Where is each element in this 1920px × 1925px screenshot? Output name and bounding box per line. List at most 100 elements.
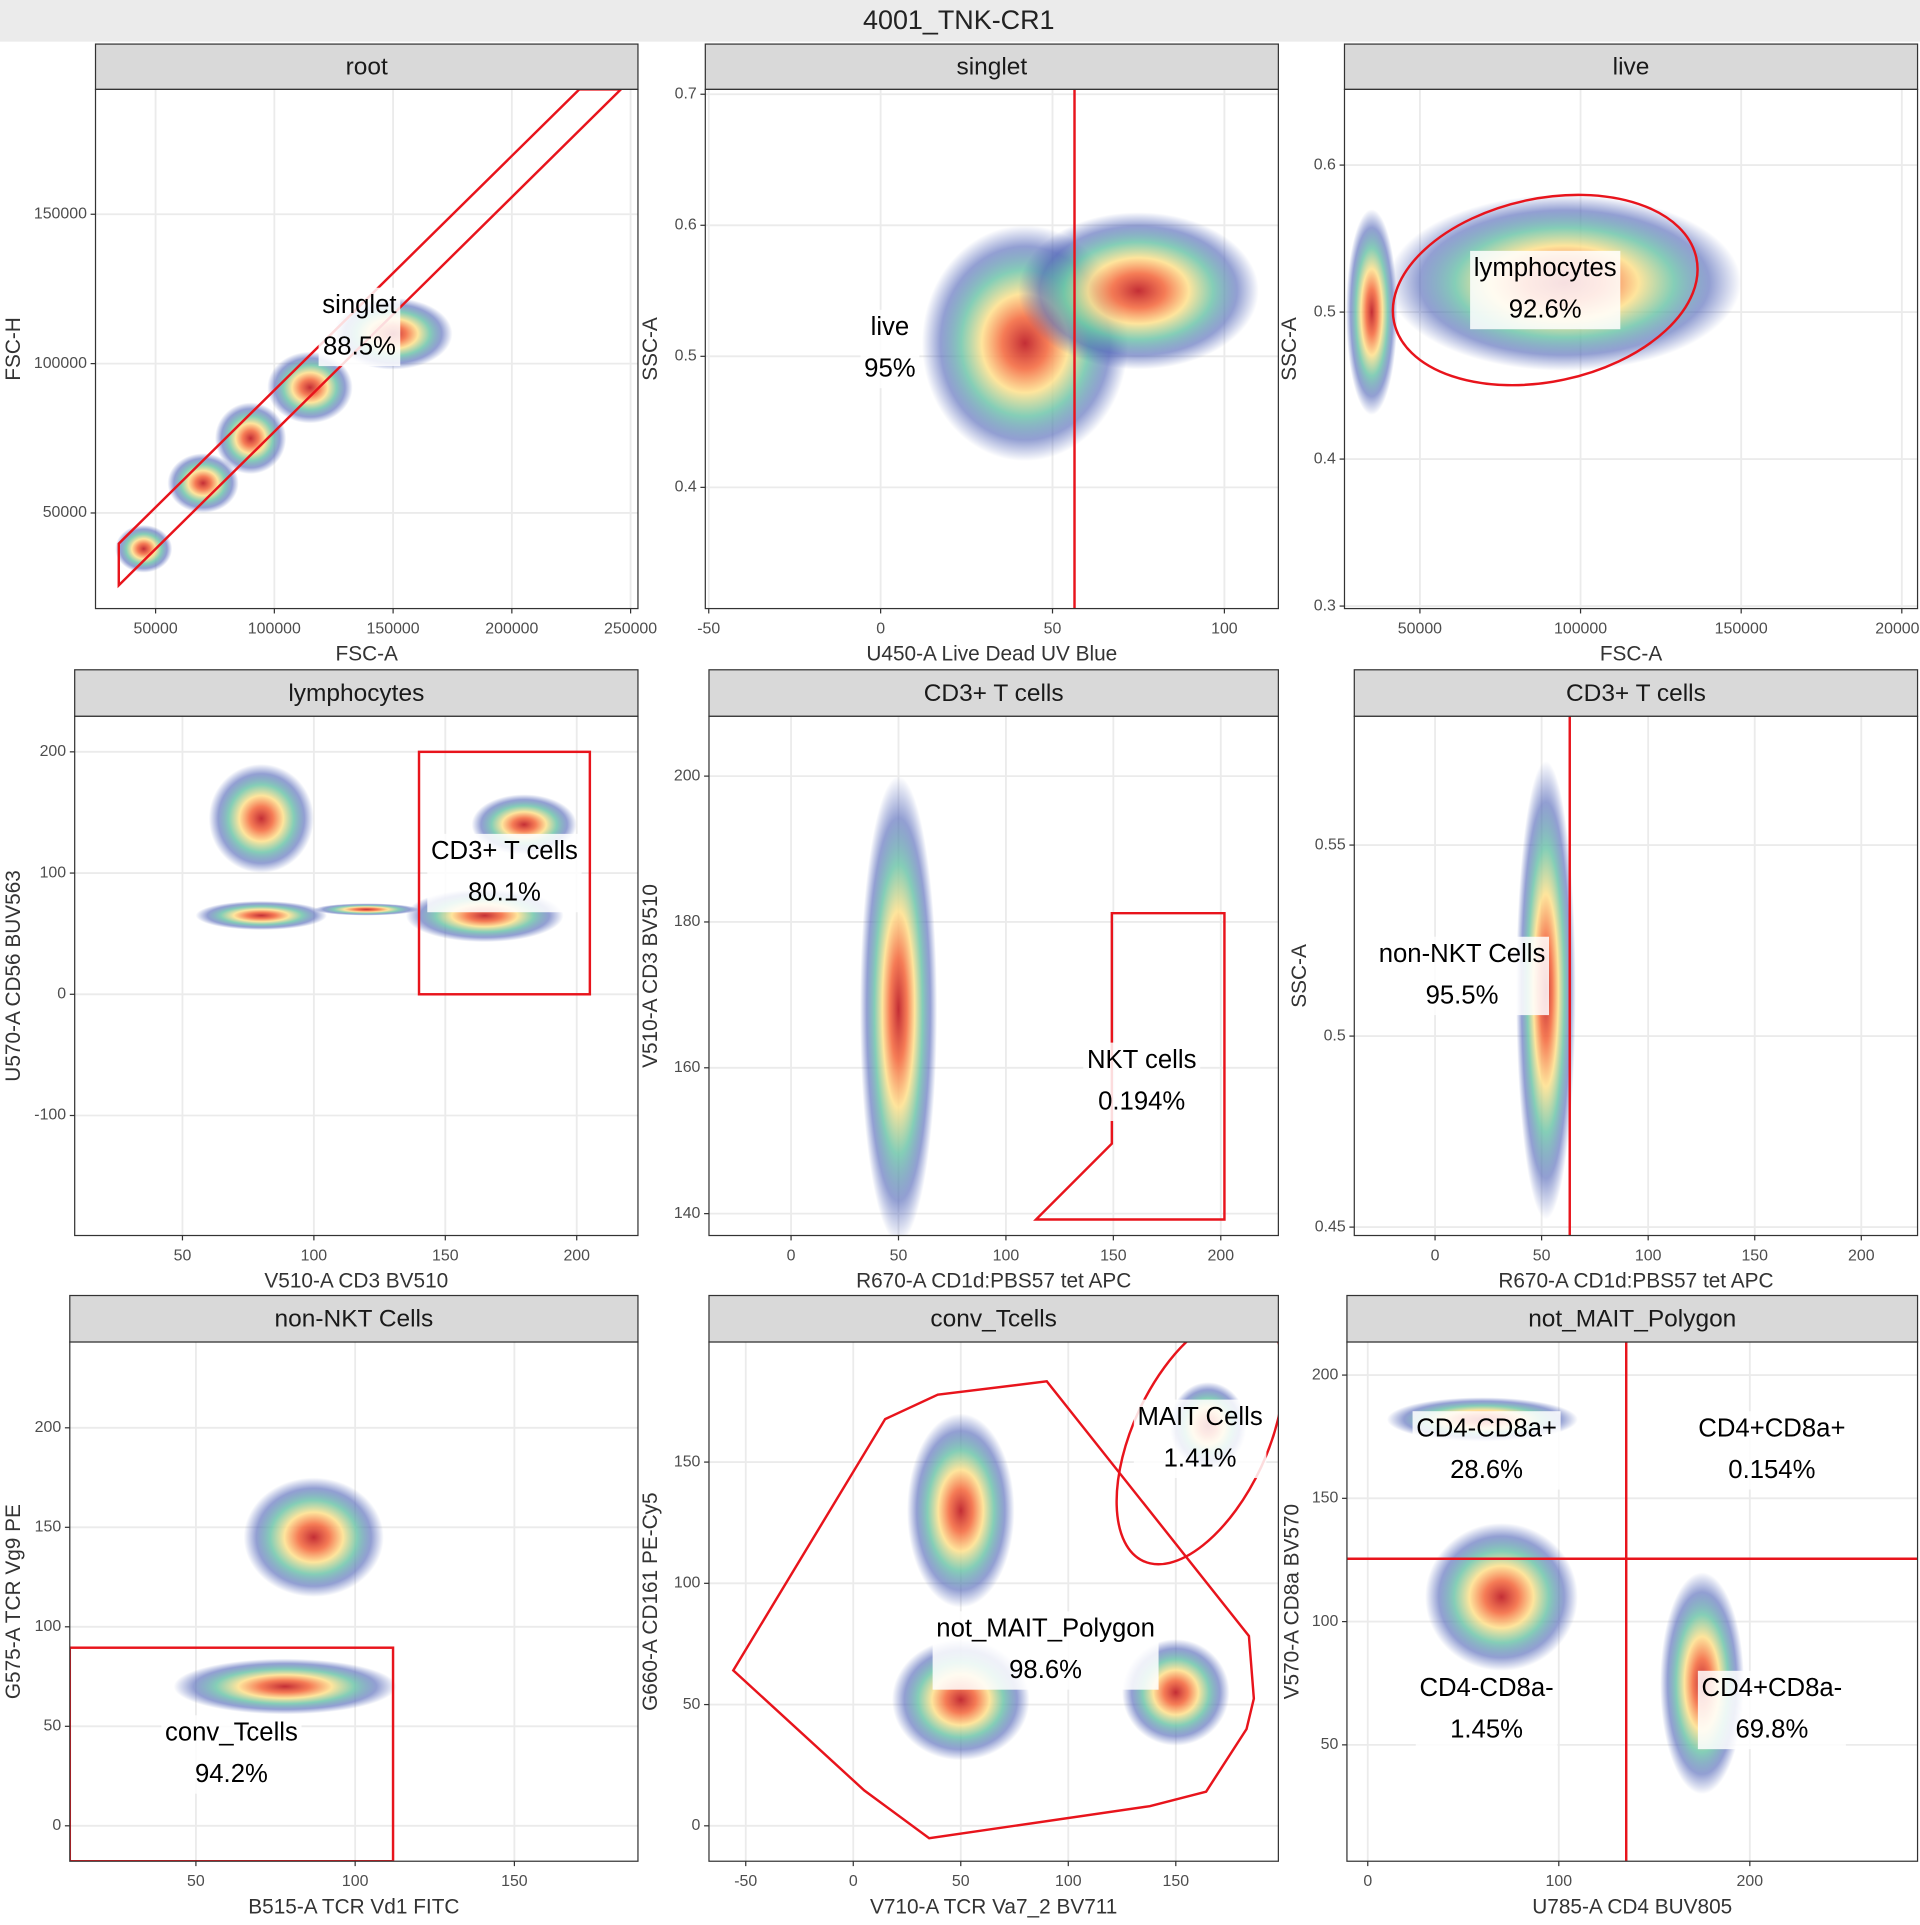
y-tick-label: 0.5 — [1324, 1027, 1346, 1044]
x-tick-label: 50 — [890, 1248, 908, 1265]
gate-name: CD4-CD8a+ — [1416, 1414, 1557, 1442]
gate-name: conv_Tcells — [165, 1718, 298, 1746]
gate-percent: 0.194% — [1098, 1087, 1185, 1115]
y-tick-label: 100 — [674, 1575, 701, 1592]
gate-name: non-NKT Cells — [1379, 940, 1546, 968]
y-tick-label: 0.45 — [1315, 1218, 1346, 1235]
plot-border — [708, 715, 1279, 1237]
panel-title: non-NKT Cells — [275, 1305, 434, 1332]
gate-name: CD4+CD8a- — [1702, 1674, 1843, 1702]
gate-percent: 92.6% — [1509, 296, 1582, 324]
density-cloud — [313, 903, 420, 916]
gate-label-box — [1375, 936, 1550, 1016]
y-tick-label: 50 — [1321, 1736, 1339, 1753]
y-axis-title: V570-A CD8a BV570 — [1281, 1504, 1304, 1699]
x-tick-label: 150 — [1741, 1248, 1768, 1265]
panel-title: CD3+ T cells — [1566, 680, 1706, 707]
x-tick-label: -50 — [734, 1873, 757, 1890]
gate-name: CD4-CD8a- — [1419, 1674, 1553, 1702]
plot-area — [74, 716, 638, 1236]
y-tick-label: 0.4 — [675, 479, 697, 496]
gate-name: NKT cells — [1087, 1046, 1197, 1074]
density-cloud — [859, 776, 938, 1236]
gate-percent: 80.1% — [468, 879, 541, 907]
strip — [704, 43, 1279, 90]
x-tick-label: 150 — [432, 1248, 459, 1265]
panel-title: CD3+ T cells — [924, 680, 1064, 707]
gate-percent: 0.154% — [1728, 1456, 1815, 1484]
gate-label-box — [860, 309, 920, 389]
gate-rect — [69, 1646, 395, 1862]
y-axis-title: FSC-H — [2, 317, 25, 381]
y-axis-title: SSC-A — [639, 317, 662, 381]
panel-title: singlet — [956, 53, 1027, 80]
x-axis-title: R670-A CD1d:PBS57 tet APC — [1498, 1270, 1773, 1293]
x-tick-label: 50000 — [1398, 621, 1442, 638]
gate-label-box — [932, 1611, 1159, 1690]
strip — [708, 1294, 1279, 1343]
x-axis-title: U450-A Live Dead UV Blue — [866, 643, 1117, 666]
y-axis-title: SSC-A — [1278, 317, 1301, 381]
x-tick-label: 150000 — [1715, 621, 1768, 638]
y-tick-label: 0.7 — [675, 85, 697, 102]
density-cloud — [214, 402, 287, 475]
y-tick-label: 140 — [674, 1205, 701, 1222]
y-tick-label: 0.4 — [1314, 450, 1336, 467]
y-tick-label: 100 — [35, 1618, 62, 1635]
x-tick-label: 100 — [993, 1248, 1020, 1265]
plot-content — [921, 89, 1259, 609]
y-tick-label: 150 — [674, 1453, 701, 1470]
x-tick-label: 100 — [1635, 1248, 1662, 1265]
y-axis-title: G575-A TCR Vg9 PE — [2, 1504, 25, 1699]
title-bar — [0, 0, 1920, 42]
y-axis-title: U570-A CD56 BUV563 — [2, 870, 25, 1082]
x-axis-title: V510-A CD3 BV510 — [264, 1270, 448, 1293]
y-tick-label: 180 — [674, 913, 701, 930]
panel-title: lymphocytes — [288, 680, 424, 707]
plot-border — [1343, 88, 1919, 610]
gate-ellipse — [1391, 193, 1699, 387]
gate-name: CD3+ T cells — [431, 837, 578, 865]
x-tick-label: 200 — [1737, 1873, 1764, 1890]
y-tick-label: 150 — [35, 1519, 62, 1536]
gate-percent: 1.41% — [1164, 1444, 1237, 1472]
gate-label-box — [318, 287, 401, 367]
gate-label-box — [1083, 1042, 1201, 1121]
gate-rect — [417, 750, 592, 996]
density-cloud — [267, 351, 353, 424]
x-tick-label: 0 — [876, 621, 885, 638]
y-tick-label: 0.55 — [1315, 836, 1346, 853]
gate-label-box — [1697, 1670, 1846, 1750]
density-cloud — [173, 1658, 397, 1715]
density-cloud — [115, 524, 173, 573]
gate-polygon — [731, 1380, 1256, 1840]
panel-title: live — [1613, 53, 1650, 80]
x-tick-label: 0 — [1363, 1873, 1372, 1890]
gate-label-box — [1694, 1411, 1850, 1490]
density-cloud — [243, 1477, 384, 1597]
density-cloud — [167, 453, 239, 513]
y-tick-label: 100 — [1312, 1613, 1339, 1630]
y-axis-title: G660-A CD161 PE-Cy5 — [639, 1492, 662, 1710]
gate-percent: 1.45% — [1450, 1716, 1523, 1744]
x-tick-label: 250000 — [604, 621, 657, 638]
y-tick-label: 0.6 — [675, 216, 697, 233]
x-tick-label: 50000 — [133, 621, 177, 638]
density-cloud — [195, 900, 328, 931]
x-tick-label: 200 — [1848, 1248, 1875, 1265]
x-axis-title: B515-A TCR Vd1 FITC — [248, 1895, 459, 1918]
y-tick-label: 0 — [692, 1817, 701, 1834]
gate-percent: 28.6% — [1450, 1456, 1523, 1484]
x-tick-label: 200 — [1208, 1248, 1235, 1265]
x-tick-label: 0 — [787, 1248, 796, 1265]
y-tick-label: 200 — [1312, 1366, 1339, 1383]
gate-name: singlet — [322, 291, 396, 319]
gate-label-box — [161, 1715, 302, 1794]
strip — [1353, 669, 1919, 717]
x-tick-label: 100000 — [248, 621, 301, 638]
x-tick-label: 100 — [1211, 621, 1238, 638]
y-tick-label: 0.6 — [1314, 156, 1336, 173]
y-tick-label: 0.5 — [1314, 303, 1336, 320]
y-tick-label: 0.5 — [675, 348, 697, 365]
x-axis-title: V710-A TCR Va7_2 BV711 — [870, 1895, 1117, 1918]
